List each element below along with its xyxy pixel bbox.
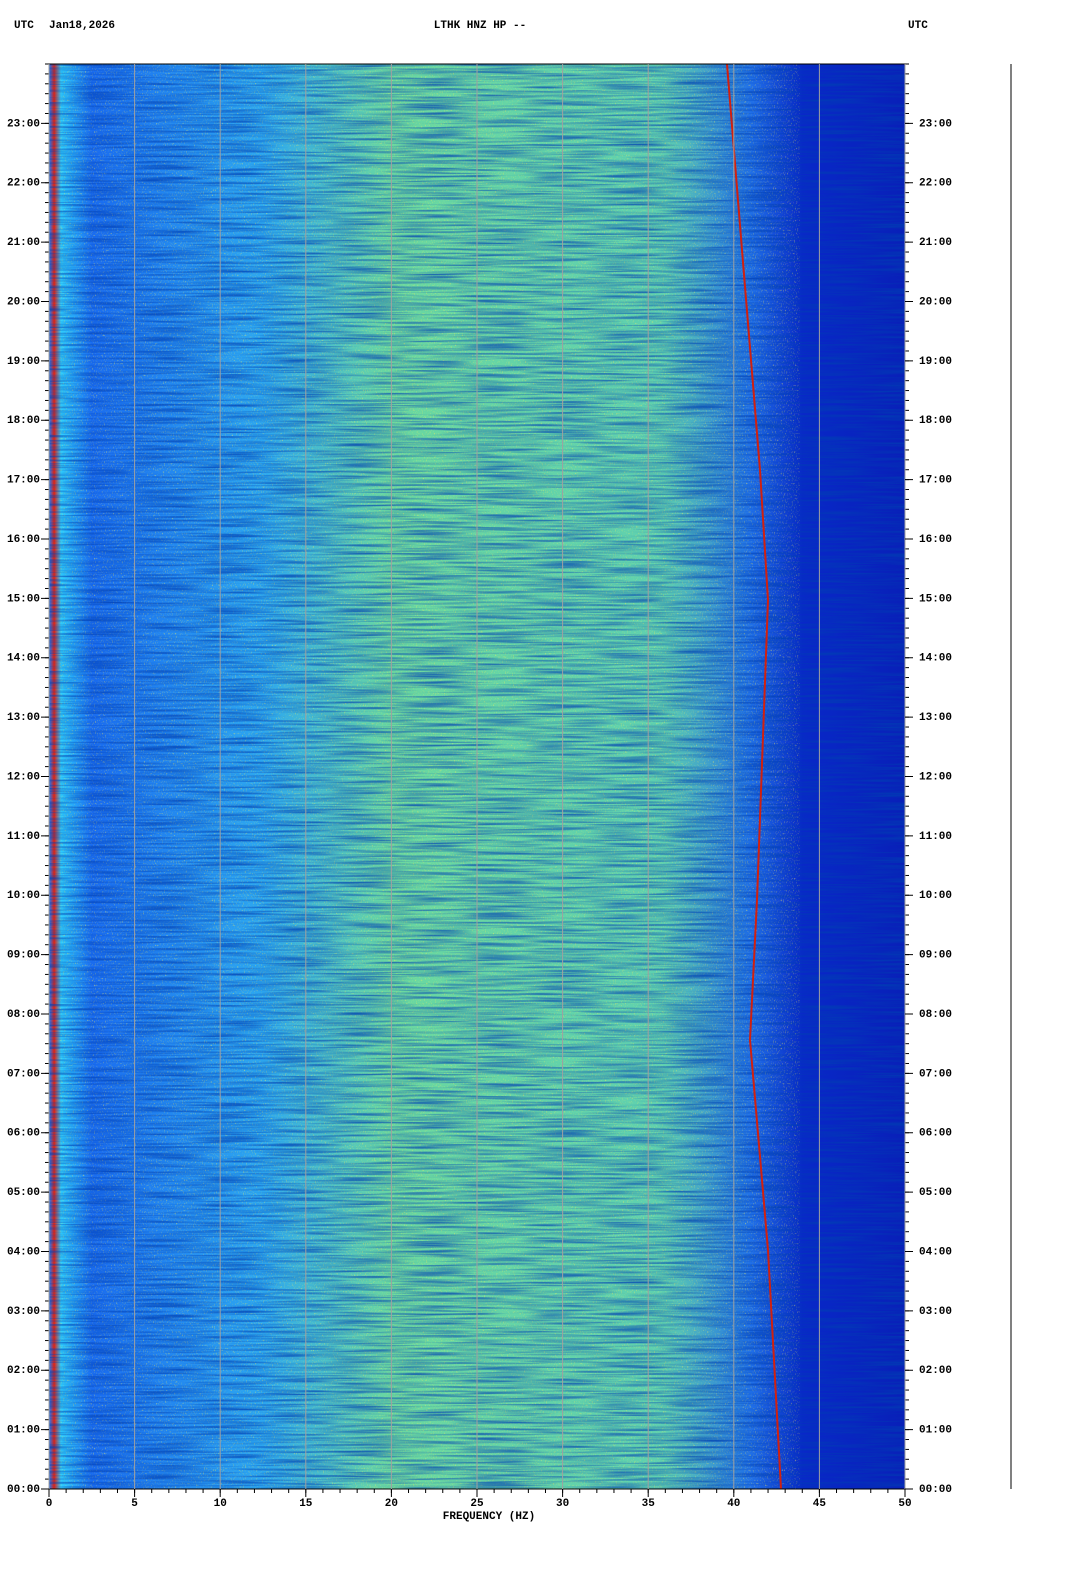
y-tick-label: 18:00: [7, 415, 40, 427]
y-tick-label: 03:00: [7, 1306, 40, 1318]
right-label: UTC: [908, 20, 928, 32]
y-tick-label: 01:00: [919, 1425, 952, 1437]
y-tick-label: 02:00: [7, 1365, 40, 1377]
y-tick-label: 00:00: [7, 1484, 40, 1496]
y-tick-label: 03:00: [919, 1306, 952, 1318]
y-tick-label: 20:00: [7, 296, 40, 308]
y-tick-label: 12:00: [7, 771, 40, 783]
y-tick-label: 23:00: [919, 118, 952, 130]
y-tick-label: 08:00: [7, 1009, 40, 1021]
y-tick-label: 18:00: [919, 415, 952, 427]
y-tick-label: 06:00: [919, 1128, 952, 1140]
y-tick-label: 13:00: [7, 712, 40, 724]
y-tick-label: 19:00: [7, 356, 40, 368]
y-tick-label: 05:00: [7, 1187, 40, 1199]
y-tick-label: 07:00: [7, 1068, 40, 1080]
y-tick-label: 11:00: [7, 831, 40, 843]
y-tick-label: 17:00: [7, 475, 40, 487]
y-tick-label: 11:00: [919, 831, 952, 843]
y-tick-label: 10:00: [919, 890, 952, 902]
chart-title: LTHK HNZ HP --: [434, 20, 526, 32]
x-tick-label: 15: [299, 1498, 313, 1510]
y-tick-label: 17:00: [919, 475, 952, 487]
x-tick-label: 5: [131, 1498, 138, 1510]
x-tick-label: 40: [727, 1498, 740, 1510]
y-tick-label: 08:00: [919, 1009, 952, 1021]
x-tick-label: 25: [470, 1498, 484, 1510]
y-tick-label: 09:00: [7, 950, 40, 962]
y-tick-label: 23:00: [7, 118, 40, 130]
y-tick-label: 07:00: [919, 1068, 952, 1080]
y-tick-label: 04:00: [919, 1246, 952, 1258]
x-tick-label: 50: [898, 1498, 911, 1510]
y-tick-label: 06:00: [7, 1128, 40, 1140]
x-tick-label: 10: [214, 1498, 227, 1510]
y-tick-label: 00:00: [919, 1484, 952, 1496]
x-tick-label: 45: [813, 1498, 827, 1510]
left-label: UTC: [14, 20, 34, 32]
y-tick-label: 21:00: [7, 237, 40, 249]
y-tick-label: 16:00: [7, 534, 40, 546]
y-tick-label: 04:00: [7, 1246, 40, 1258]
y-tick-label: 01:00: [7, 1425, 40, 1437]
y-tick-label: 22:00: [7, 178, 40, 190]
y-tick-label: 15:00: [919, 593, 952, 605]
y-tick-label: 19:00: [919, 356, 952, 368]
y-tick-label: 10:00: [7, 890, 40, 902]
date: Jan18,2026: [49, 20, 115, 32]
y-tick-label: 13:00: [919, 712, 952, 724]
y-tick-label: 21:00: [919, 237, 952, 249]
y-tick-label: 12:00: [919, 771, 952, 783]
x-tick-label: 20: [385, 1498, 398, 1510]
y-tick-label: 02:00: [919, 1365, 952, 1377]
y-tick-label: 14:00: [919, 653, 952, 665]
x-tick-label: 0: [46, 1498, 53, 1510]
y-tick-label: 14:00: [7, 653, 40, 665]
y-tick-label: 09:00: [919, 950, 952, 962]
x-tick-label: 35: [642, 1498, 656, 1510]
y-tick-label: 05:00: [919, 1187, 952, 1199]
y-tick-label: 15:00: [7, 593, 40, 605]
y-tick-label: 22:00: [919, 178, 952, 190]
x-tick-label: 30: [556, 1498, 569, 1510]
y-tick-label: 16:00: [919, 534, 952, 546]
y-tick-label: 20:00: [919, 296, 952, 308]
x-axis-label: FREQUENCY (HZ): [443, 1511, 535, 1523]
